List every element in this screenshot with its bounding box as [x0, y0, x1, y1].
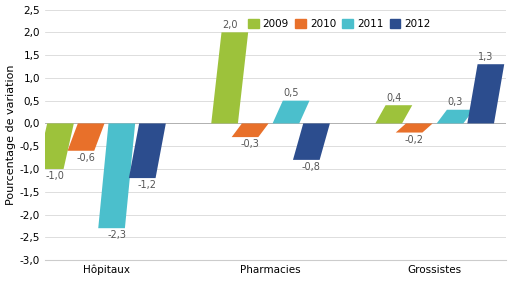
Polygon shape — [272, 101, 309, 123]
Text: -0,2: -0,2 — [404, 135, 424, 145]
Polygon shape — [129, 123, 166, 178]
Polygon shape — [231, 123, 269, 137]
Text: 0,4: 0,4 — [386, 93, 401, 103]
Text: -0,6: -0,6 — [77, 153, 95, 163]
Polygon shape — [467, 64, 504, 123]
Polygon shape — [437, 110, 474, 123]
Text: -0,3: -0,3 — [241, 139, 260, 149]
Polygon shape — [68, 123, 104, 151]
Polygon shape — [211, 32, 248, 123]
Text: 1,3: 1,3 — [478, 52, 494, 62]
Polygon shape — [37, 123, 74, 169]
Text: 0,5: 0,5 — [283, 89, 299, 98]
Text: -1,2: -1,2 — [138, 180, 157, 190]
Polygon shape — [293, 123, 330, 160]
Text: -1,0: -1,0 — [46, 171, 65, 181]
Polygon shape — [375, 105, 412, 123]
Text: 2,0: 2,0 — [222, 20, 238, 30]
Text: 0,3: 0,3 — [447, 98, 463, 108]
Text: -0,8: -0,8 — [302, 162, 321, 172]
Y-axis label: Pourcentage de variation: Pourcentage de variation — [6, 65, 15, 205]
Polygon shape — [98, 123, 135, 228]
Text: -2,3: -2,3 — [107, 230, 126, 241]
Legend: 2009, 2010, 2011, 2012: 2009, 2010, 2011, 2012 — [244, 15, 435, 33]
Polygon shape — [396, 123, 433, 133]
